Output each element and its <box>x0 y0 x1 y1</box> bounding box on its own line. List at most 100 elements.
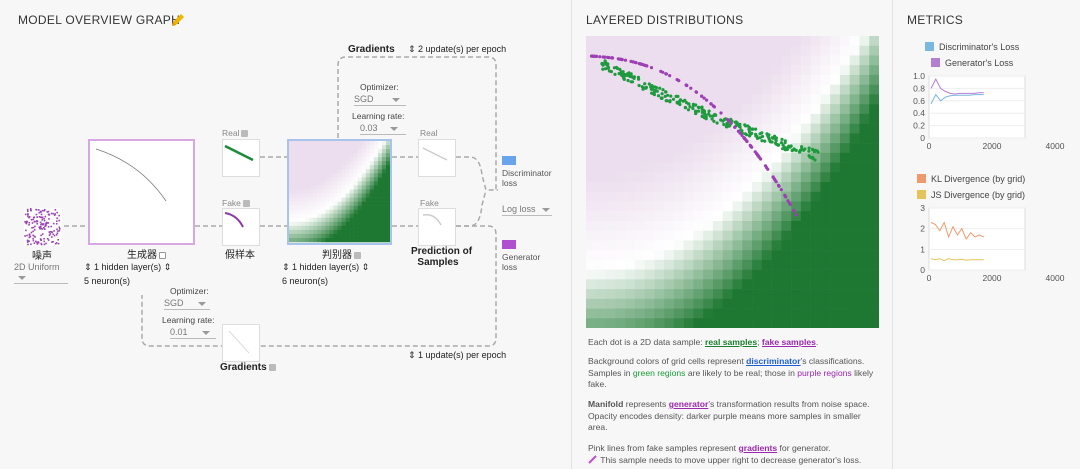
noise-thumbnail[interactable] <box>24 208 62 246</box>
distribution-plot[interactable] <box>586 36 879 328</box>
loss-type-select[interactable]: Log loss <box>502 204 552 216</box>
heatmap-cell <box>683 230 694 241</box>
gradients-link[interactable]: gradients <box>738 443 778 453</box>
heatmap-cell <box>781 240 792 251</box>
heatmap-cell <box>301 185 306 190</box>
fake-samples-link[interactable]: fake samples <box>761 337 816 347</box>
heatmap-cell <box>321 189 326 194</box>
disc-hidden-layers[interactable]: ⇕ 1 hidden layer(s) ⇕ <box>282 262 370 272</box>
heatmap-cell <box>683 133 694 144</box>
heatmap-cell <box>317 213 322 219</box>
gradients-top-updates[interactable]: ⇕ 2 update(s) per epoch <box>408 44 507 54</box>
stepper-icon[interactable]: ⇕ <box>359 262 370 272</box>
y-tick-label: 2 <box>920 224 925 234</box>
heatmap-cell <box>373 177 379 182</box>
heatmap-cell <box>605 113 616 124</box>
disc-optimizer-select[interactable]: SGD <box>354 94 406 106</box>
noise-point <box>44 228 46 230</box>
noise-point <box>56 211 58 214</box>
heatmap-cell <box>752 74 763 85</box>
gen-optimizer-select[interactable]: SGD <box>164 298 210 310</box>
heatmap-cell <box>381 237 387 243</box>
generator-link[interactable]: generator <box>668 399 709 409</box>
heatmap-cell <box>664 298 675 309</box>
heatmap-cell <box>595 143 606 154</box>
heatmap-cell <box>333 193 338 198</box>
stepper-icon[interactable]: ⇕ <box>282 262 293 272</box>
heatmap-cell <box>313 229 318 235</box>
heatmap-cell <box>337 197 342 202</box>
heatmap-cell <box>301 161 306 166</box>
heatmap-cell <box>771 162 782 173</box>
heatmap-cell <box>791 162 802 173</box>
noise-dist-select[interactable]: 2D Uniform <box>14 262 68 284</box>
discriminator-box[interactable] <box>287 139 392 245</box>
real-samples-thumb[interactable] <box>222 139 260 177</box>
heatmap-cell <box>325 157 330 162</box>
heatmap-cell <box>839 123 850 134</box>
heatmap-cell <box>820 182 831 193</box>
heatmap-cell <box>732 318 743 328</box>
heatmap-cell <box>289 161 294 166</box>
heatmap-cell <box>309 145 314 150</box>
gradients-bottom-updates[interactable]: ⇕ 1 update(s) per epoch <box>408 350 507 360</box>
fake-samples-thumb[interactable] <box>222 208 260 246</box>
heatmap-cell <box>345 233 350 239</box>
real-samples-link[interactable]: real samples <box>705 337 758 347</box>
heatmap-cell <box>693 289 704 300</box>
heatmap-cell <box>849 201 860 212</box>
heatmap-cell <box>349 213 354 219</box>
noise-point <box>25 222 27 224</box>
checkbox-icon[interactable] <box>159 251 166 259</box>
pencil-icon[interactable] <box>170 12 186 28</box>
noise-point <box>43 237 45 240</box>
checkbox-icon[interactable] <box>241 130 249 138</box>
heatmap-cell <box>683 74 694 85</box>
heatmap-cell <box>615 84 626 95</box>
heatmap-cell <box>595 230 606 241</box>
heatmap-cell <box>664 152 675 163</box>
heatmap-cell <box>683 113 694 124</box>
noise-point <box>58 219 60 222</box>
heatmap-cell <box>305 197 310 202</box>
stepper-icon[interactable]: ⇕ <box>84 262 95 272</box>
checkbox-icon[interactable] <box>242 200 250 208</box>
heatmap-cell <box>377 149 383 154</box>
heatmap-cell <box>337 237 342 243</box>
checkbox-icon[interactable] <box>268 363 276 371</box>
real-prediction-thumb[interactable] <box>418 139 456 177</box>
heatmap-cell <box>369 217 375 223</box>
gen-hidden-layers[interactable]: ⇕ 1 hidden layer(s) ⇕ <box>84 262 172 272</box>
stepper-icon[interactable]: ⇕ <box>161 262 172 272</box>
discriminator-link[interactable]: discriminator <box>746 356 801 366</box>
generator-box[interactable] <box>88 139 195 245</box>
heatmap-cell <box>361 205 367 210</box>
heatmap-cell <box>742 74 753 85</box>
real-sample-point <box>750 127 755 131</box>
heatmap-cell <box>317 233 322 239</box>
heatmap-cell <box>369 197 375 202</box>
disc-lr-select[interactable]: 0.03 <box>360 123 406 135</box>
checkbox-icon[interactable] <box>354 251 361 259</box>
stepper-icon[interactable]: ⇕ <box>408 44 419 54</box>
heatmap-cell <box>869 240 879 251</box>
real-sample-point <box>622 77 626 81</box>
heatmap-cell <box>325 141 330 146</box>
heatmap-cell <box>605 298 616 309</box>
fake-prediction-thumb[interactable] <box>418 208 456 246</box>
heatmap-cell <box>712 162 724 173</box>
heatmap-cell <box>341 181 346 186</box>
stepper-icon[interactable]: ⇕ <box>408 350 419 360</box>
heatmap-cell <box>664 55 675 66</box>
heatmap-cell <box>301 181 306 186</box>
heatmap-cell <box>839 45 850 56</box>
heatmap-cell <box>634 182 645 193</box>
heatmap-cell <box>830 65 841 76</box>
heatmap-cell <box>683 162 694 173</box>
heatmap-cell <box>369 205 375 210</box>
heatmap-cell <box>810 279 821 290</box>
heatmap-cell <box>321 165 326 170</box>
gradients-thumb[interactable] <box>222 324 260 362</box>
heatmap-cell <box>752 172 763 183</box>
gen-lr-select[interactable]: 0.01 <box>170 327 216 339</box>
